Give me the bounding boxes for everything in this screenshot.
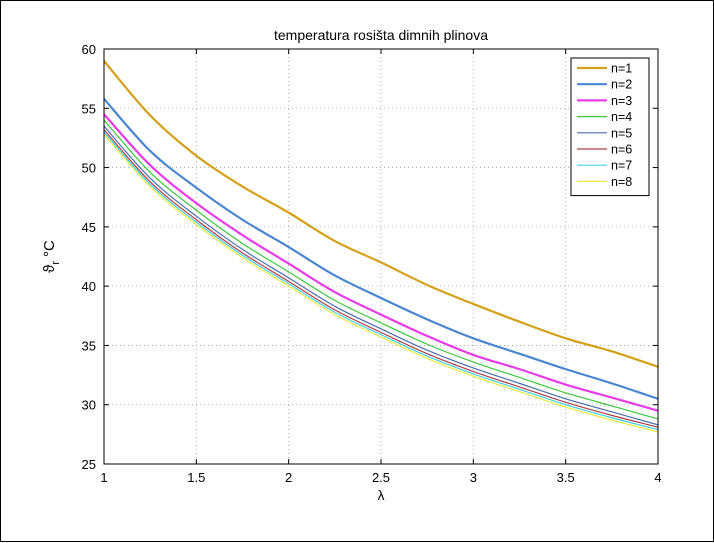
grid-lines [104,49,658,464]
series-line-n4 [103,119,659,420]
legend-label: n=7 [611,159,632,173]
series-line-n3 [103,113,659,412]
y-tick-label: 45 [82,220,96,235]
series-line-n5 [103,125,659,426]
x-tick-label: 1 [100,470,107,485]
legend-label: n=3 [611,94,632,108]
y-tick-label: 35 [82,338,96,353]
series-line-n7 [103,131,659,431]
axis-ticks: 1 1.5 2 2.5 3 3.5 4 25 30 35 40 45 50 55 60 [82,42,662,485]
series-layer [103,60,659,433]
y-tick-label: 40 [82,279,96,294]
legend-label: n=6 [611,143,632,157]
legend-label: n=2 [611,78,632,92]
x-axis-label: λ [378,487,385,503]
y-tick-label: 30 [82,398,96,413]
x-tick-label: 4 [654,470,661,485]
legend-label: n=5 [611,126,632,140]
series-line-n8 [103,133,659,433]
legend-label: n=8 [611,175,632,189]
y-axis-label-text: ϑr °C [41,240,62,273]
y-label-unit: °C [41,240,58,257]
y-label-symbol: ϑ [41,264,58,273]
series-line-n2 [103,98,659,400]
x-tick-label: 2 [285,470,292,485]
chart-title: temperatura rosišta dimnih plinova [274,27,488,43]
legend-box [570,57,650,197]
y-tick-label: 25 [82,457,96,472]
legend: n=1 n=2 n=3 n=4 n=5 n=6 n=7 n=8 [570,57,650,197]
x-tick-label: 3 [470,470,477,485]
x-tick-label: 2.5 [372,470,390,485]
series-line-n6 [103,129,659,428]
series-line-n1 [103,60,659,368]
y-tick-label: 60 [82,42,96,57]
y-tick-label: 55 [82,101,96,116]
legend-label: n=4 [611,110,632,124]
y-axis-label: ϑr °C [41,240,62,273]
plot-area [104,49,658,464]
x-tick-label: 3.5 [557,470,575,485]
x-tick-label: 1.5 [187,470,205,485]
legend-label: n=1 [611,62,632,76]
y-tick-label: 50 [82,161,96,176]
y-label-subscript: r [50,261,62,265]
